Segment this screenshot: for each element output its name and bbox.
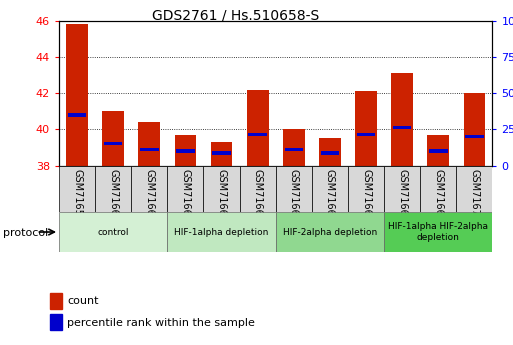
Bar [283, 129, 305, 166]
Text: control: control [97, 227, 129, 237]
Bar [464, 93, 485, 166]
Bar [50, 293, 62, 309]
Bar [355, 91, 377, 166]
Text: GSM71660: GSM71660 [108, 169, 118, 222]
Bar [139, 122, 160, 166]
Bar [176, 149, 194, 153]
Text: HIF-1alpha HIF-2alpha
depletion: HIF-1alpha HIF-2alpha depletion [388, 222, 488, 242]
Text: HIF-2alpha depletion: HIF-2alpha depletion [283, 227, 377, 237]
Bar [167, 212, 275, 252]
Bar [59, 166, 95, 212]
Text: count: count [67, 296, 98, 306]
Bar [429, 149, 447, 153]
Bar [59, 212, 167, 252]
Text: GSM71670: GSM71670 [469, 169, 480, 222]
Bar [465, 135, 484, 138]
Text: GSM71666: GSM71666 [325, 169, 335, 222]
Bar [50, 315, 62, 330]
Text: GSM71663: GSM71663 [216, 169, 227, 222]
Bar [312, 166, 348, 212]
Bar [384, 212, 492, 252]
Bar [174, 135, 196, 166]
Text: GSM71664: GSM71664 [253, 169, 263, 222]
Bar [140, 148, 159, 151]
Text: GSM71668: GSM71668 [397, 169, 407, 222]
Bar [321, 151, 339, 155]
Bar [275, 166, 312, 212]
Bar [66, 24, 88, 166]
Text: GSM71661: GSM71661 [144, 169, 154, 222]
Text: percentile rank within the sample: percentile rank within the sample [67, 317, 255, 327]
Text: GDS2761 / Hs.510658-S: GDS2761 / Hs.510658-S [152, 9, 320, 23]
Bar [427, 135, 449, 166]
Text: GSM71667: GSM71667 [361, 169, 371, 222]
Bar [391, 73, 413, 166]
Bar [167, 166, 204, 212]
Bar [102, 111, 124, 166]
Bar [104, 142, 123, 146]
Text: GSM71662: GSM71662 [181, 169, 190, 222]
Bar [457, 166, 492, 212]
Bar [68, 113, 86, 117]
Bar [275, 212, 384, 252]
Bar [204, 166, 240, 212]
Text: HIF-1alpha depletion: HIF-1alpha depletion [174, 227, 269, 237]
Bar [393, 126, 411, 129]
Text: GSM71659: GSM71659 [72, 169, 82, 222]
Text: GSM71669: GSM71669 [433, 169, 443, 222]
Bar [212, 151, 231, 155]
Bar [95, 166, 131, 212]
Bar [240, 166, 275, 212]
Text: protocol: protocol [3, 228, 48, 238]
Bar [247, 89, 268, 166]
Bar [357, 133, 375, 136]
Bar [131, 166, 167, 212]
Bar [348, 166, 384, 212]
Text: GSM71665: GSM71665 [289, 169, 299, 222]
Bar [248, 133, 267, 136]
Bar [420, 166, 457, 212]
Bar [384, 166, 420, 212]
Bar [319, 138, 341, 166]
Bar [211, 142, 232, 166]
Bar [285, 148, 303, 151]
